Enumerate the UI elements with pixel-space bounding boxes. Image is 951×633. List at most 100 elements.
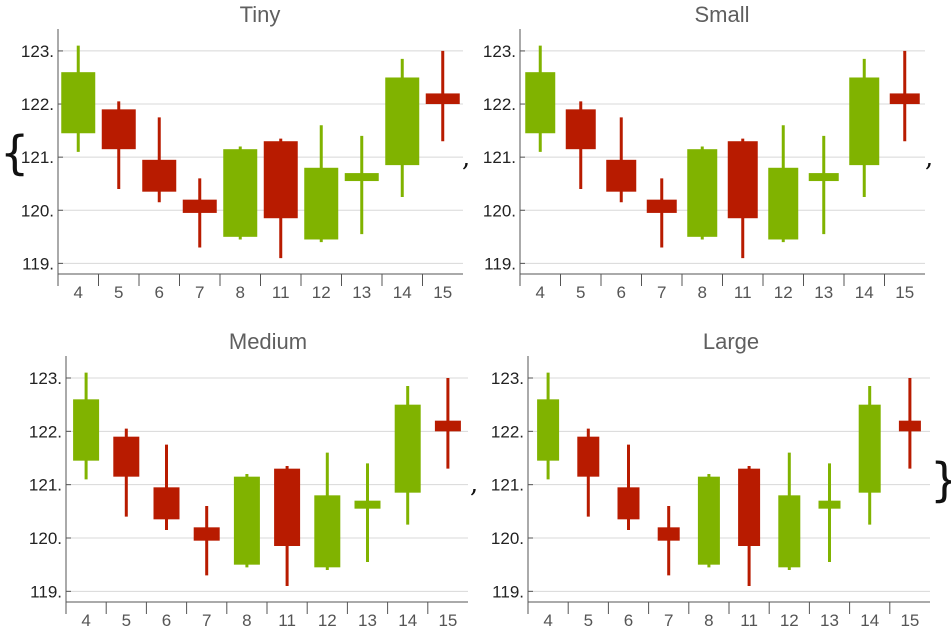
x-tick-label: 5 — [122, 611, 131, 630]
y-tick-label: 120. — [491, 529, 524, 548]
x-tick-label: 7 — [664, 611, 673, 630]
x-tick-label: 8 — [698, 283, 707, 302]
candle-body-down — [193, 527, 220, 541]
candle-body-up — [73, 399, 100, 461]
candle-body-down — [577, 436, 600, 477]
y-tick-label: 121. — [483, 148, 516, 167]
y-tick-label: 121. — [491, 476, 524, 495]
x-tick-label: 6 — [617, 283, 626, 302]
candle-body-down — [425, 93, 460, 105]
candle-body-up — [778, 495, 801, 568]
chart-panel: Medium 119. 120. 121. 122. 123. 4 5 6 7 8 11 12 13 14 1… — [29, 329, 468, 630]
y-tick-label: 123. — [21, 42, 54, 61]
y-tick-label: 119. — [30, 582, 62, 601]
x-tick-label: 7 — [657, 283, 666, 302]
y-tick-label: 122. — [483, 95, 516, 114]
y-tick-label: 123. — [483, 42, 516, 61]
chart-panel: Large 119. 120. 121. 122. 123. 4 5 6 7 8 11 12 13 14 15 — [491, 329, 930, 630]
list-separator-2: , — [925, 143, 933, 173]
chart-title: Small — [694, 2, 749, 27]
x-tick-label: 6 — [162, 611, 171, 630]
x-tick-label: 14 — [860, 611, 879, 630]
x-tick-label: 14 — [855, 283, 874, 302]
candle-body-up — [394, 404, 421, 493]
y-tick-label: 123. — [491, 369, 524, 388]
candle-body-down — [274, 468, 301, 546]
y-tick-label: 122. — [491, 422, 524, 441]
candle-body-up — [233, 476, 260, 565]
candle-body-down — [606, 159, 637, 192]
candle-body-down — [889, 93, 920, 105]
candle-body-up — [304, 167, 339, 240]
y-tick-label: 123. — [29, 369, 62, 388]
x-tick-label: 5 — [114, 283, 123, 302]
candle-body-down — [657, 527, 680, 541]
candle-body-down — [646, 199, 677, 213]
y-tick-label: 122. — [21, 95, 54, 114]
x-tick-label: 12 — [318, 611, 337, 630]
y-tick-label: 121. — [21, 148, 54, 167]
candle-body-down — [727, 141, 758, 219]
candle-body-down — [182, 199, 217, 213]
candle-body-down — [617, 487, 640, 520]
x-tick-label: 6 — [624, 611, 633, 630]
x-tick-label: 12 — [312, 283, 331, 302]
candle-body-up — [525, 72, 556, 134]
x-tick-label: 13 — [352, 283, 371, 302]
list-close-brace: } — [930, 453, 951, 507]
candle-body-up — [808, 173, 839, 182]
x-tick-label: 11 — [740, 611, 758, 630]
x-tick-label: 5 — [576, 283, 585, 302]
x-tick-label: 7 — [195, 283, 204, 302]
candle-body-up — [354, 500, 381, 509]
candle-body-down — [738, 468, 761, 546]
chart-panel: Tiny 119. 120. 121. 122. 123. 4 5 6 7 8 11 12 13 14 15 — [21, 2, 463, 302]
x-tick-label: 7 — [202, 611, 211, 630]
y-tick-label: 119. — [22, 254, 54, 273]
x-tick-label: 4 — [74, 283, 83, 302]
x-tick-label: 4 — [543, 611, 552, 630]
x-tick-label: 5 — [584, 611, 593, 630]
candle-body-down — [898, 420, 921, 432]
candle-body-up — [61, 72, 96, 134]
candle-body-up — [697, 476, 720, 565]
candle-body-up — [314, 495, 341, 568]
x-tick-label: 15 — [895, 283, 914, 302]
x-tick-label: 15 — [433, 283, 452, 302]
candle-body-up — [849, 77, 880, 166]
y-tick-label: 120. — [29, 529, 62, 548]
candle-body-down — [142, 159, 177, 192]
candle-body-down — [113, 436, 140, 477]
x-tick-label: 14 — [393, 283, 412, 302]
x-tick-label: 12 — [774, 283, 793, 302]
x-tick-label: 4 — [81, 611, 90, 630]
candle-body-up — [385, 77, 420, 166]
list-separator-3: , — [470, 469, 478, 499]
x-tick-label: 11 — [272, 283, 290, 302]
x-tick-label: 8 — [236, 283, 245, 302]
y-tick-label: 120. — [483, 201, 516, 220]
chart-title: Large — [703, 329, 759, 354]
x-tick-label: 12 — [780, 611, 799, 630]
candle-body-up — [223, 149, 258, 237]
chart-title: Tiny — [240, 2, 281, 27]
y-tick-label: 121. — [29, 476, 62, 495]
y-tick-label: 122. — [29, 422, 62, 441]
x-tick-label: 6 — [155, 283, 164, 302]
candle-body-up — [858, 404, 881, 493]
candle-body-up — [344, 173, 379, 182]
candle-body-down — [434, 420, 461, 432]
list-separator-1: , — [462, 143, 470, 173]
y-tick-label: 119. — [492, 582, 524, 601]
x-tick-label: 4 — [536, 283, 545, 302]
x-tick-label: 11 — [734, 283, 752, 302]
candle-body-down — [565, 109, 596, 150]
candle-body-down — [101, 109, 136, 150]
x-tick-label: 11 — [278, 611, 296, 630]
x-tick-label: 13 — [820, 611, 839, 630]
x-tick-label: 8 — [704, 611, 713, 630]
candle-body-down — [263, 141, 298, 219]
candle-body-up — [687, 149, 718, 237]
x-tick-label: 15 — [438, 611, 457, 630]
